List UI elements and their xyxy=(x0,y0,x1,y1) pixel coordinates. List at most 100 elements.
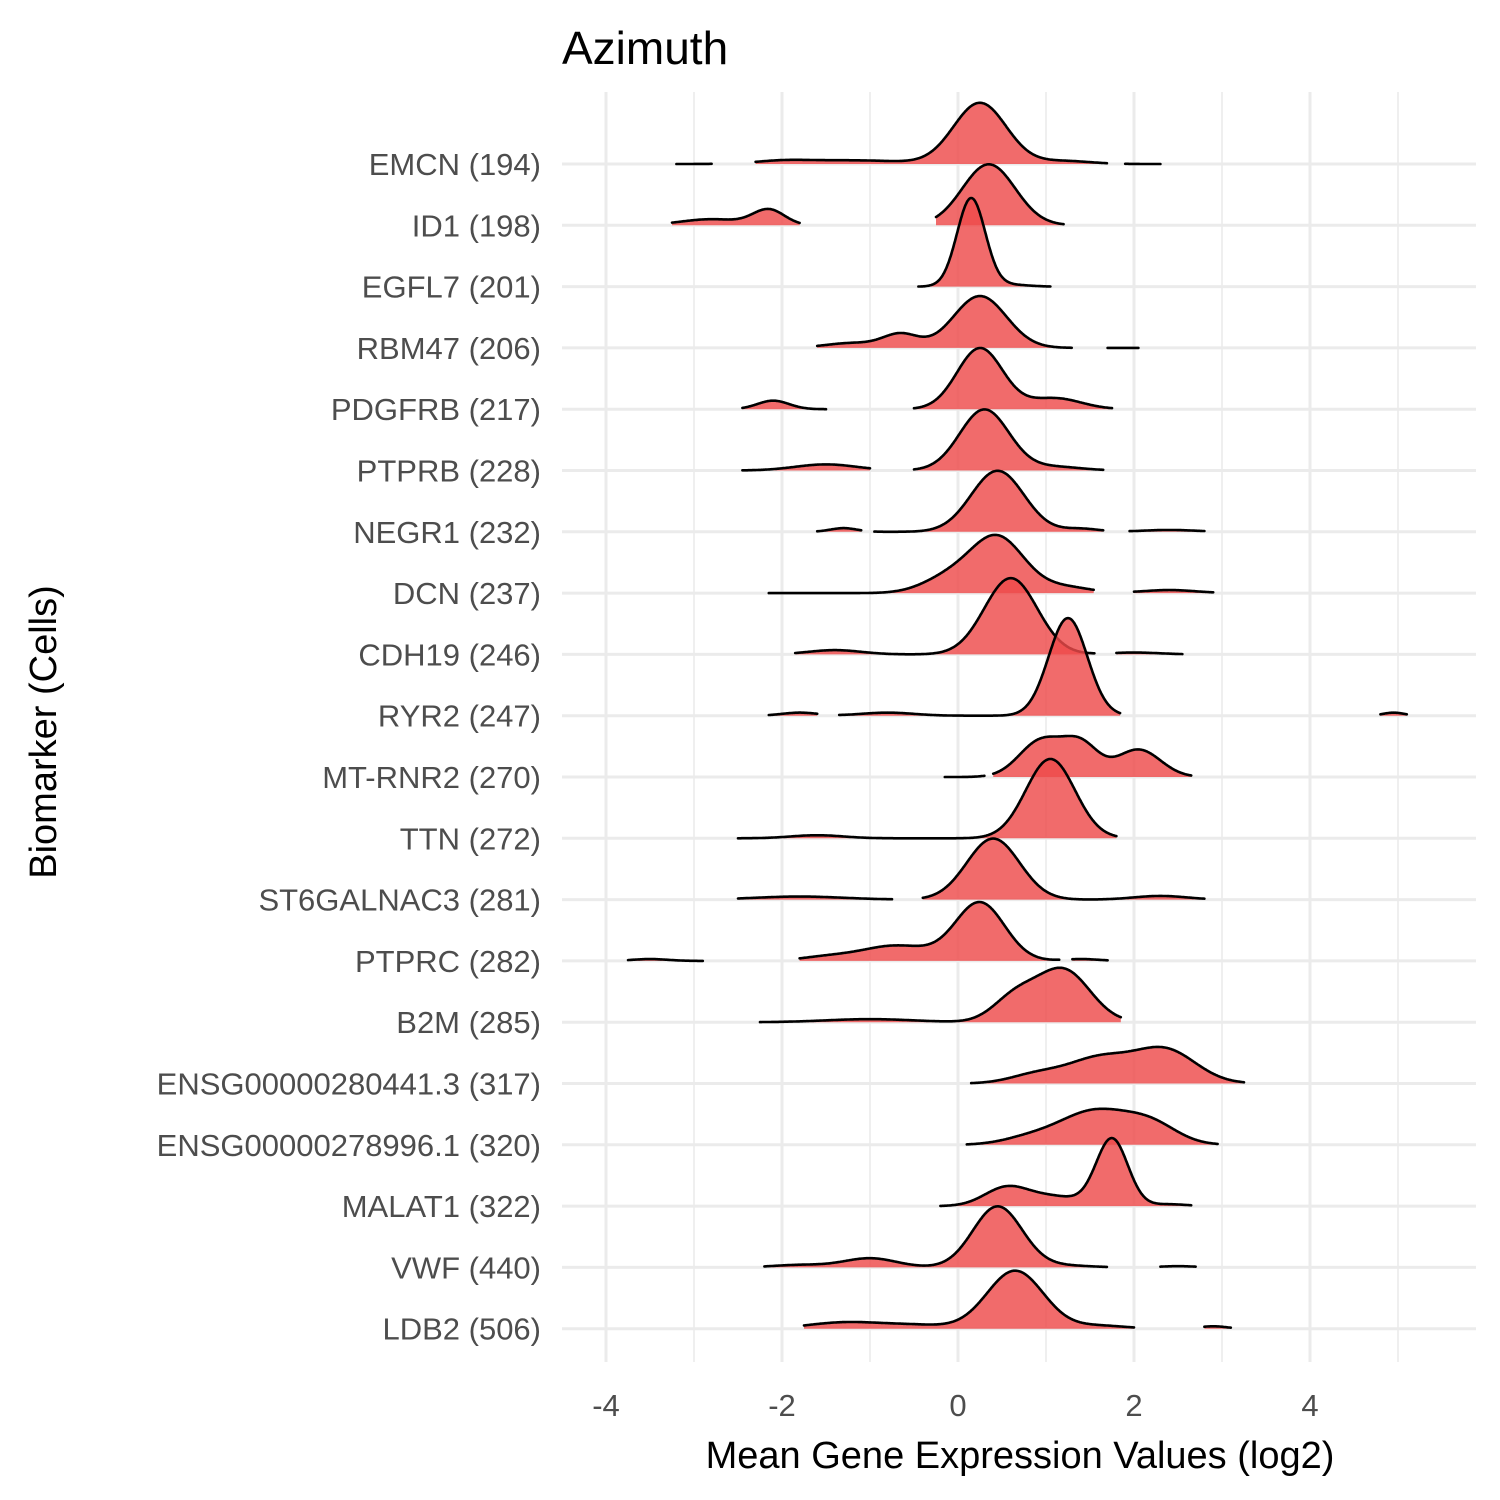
y-tick-label: B2M (285) xyxy=(396,1005,541,1040)
x-axis-title: Mean Gene Expression Values (log2) xyxy=(706,1435,1335,1477)
ridge-line xyxy=(1159,1264,1197,1268)
ridge-line xyxy=(1115,651,1184,656)
ridge-line xyxy=(921,837,1206,901)
ridge-area xyxy=(966,1108,1218,1145)
y-tick-label: VWF (440) xyxy=(391,1250,541,1285)
ridge-area xyxy=(918,198,1051,287)
ridge-area xyxy=(940,1138,1192,1207)
ridge-series xyxy=(767,533,1215,595)
y-tick-label: PTPRB (228) xyxy=(357,454,541,489)
ridge-line xyxy=(934,163,1065,226)
ridge-area xyxy=(764,1206,1107,1268)
ridge-line xyxy=(815,526,863,533)
ridge-area xyxy=(914,348,1112,410)
ridge-line xyxy=(767,711,819,717)
ridge-series xyxy=(802,1269,1233,1329)
ridge-area xyxy=(971,1046,1244,1084)
y-tick-label: EGFL7 (201) xyxy=(362,270,541,305)
ridge-line xyxy=(912,408,1105,472)
y-tick-label: LDB2 (506) xyxy=(382,1312,541,1347)
y-tick-label: PDGFRB (217) xyxy=(331,392,541,427)
ridge-area xyxy=(817,296,1072,348)
ridge-line xyxy=(1203,1325,1233,1329)
y-tick-label: TTN (272) xyxy=(400,821,541,856)
ridge-line xyxy=(626,957,705,963)
ridge-series xyxy=(758,966,1123,1024)
x-tick-label: 4 xyxy=(1301,1388,1318,1423)
ridge-series xyxy=(736,837,1206,901)
y-tick-label: ENSG00000278996.1 (320) xyxy=(157,1128,541,1163)
ridge-area xyxy=(799,902,1060,961)
ridge-line xyxy=(670,207,801,225)
ridge-area xyxy=(993,736,1192,777)
ridge-line xyxy=(758,966,1123,1024)
ridge-area xyxy=(738,759,1117,839)
ridge-area xyxy=(922,838,1205,900)
y-tick-labels: EMCN (194) ID1 (198) EGFL7 (201) RBM47 (206… xyxy=(157,147,541,1347)
ridge-line xyxy=(939,1136,1193,1208)
ridge-series xyxy=(793,576,1184,656)
ridge-series xyxy=(741,346,1114,411)
ridge-line xyxy=(873,469,1105,534)
ridge-series xyxy=(767,616,1409,717)
y-tick-label: MT-RNR2 (270) xyxy=(322,760,541,795)
ridge-line xyxy=(837,616,1122,717)
ridge-area xyxy=(755,102,1107,164)
ridge-line xyxy=(763,1205,1109,1269)
ridge-line xyxy=(1132,588,1215,594)
x-tick-label: 2 xyxy=(1125,1388,1142,1423)
y-tick-label: ID1 (198) xyxy=(412,208,541,243)
ridge-series xyxy=(815,469,1206,534)
ridge-area xyxy=(795,578,1095,655)
y-tick-label: RBM47 (206) xyxy=(357,331,541,366)
y-tick-label: ST6GALNAC3 (281) xyxy=(258,883,541,918)
ridge-series xyxy=(815,294,1140,350)
ridge-line xyxy=(1379,711,1409,716)
y-tick-label: NEGR1 (232) xyxy=(353,515,541,550)
ridge-area xyxy=(914,409,1104,471)
y-tick-label: EMCN (194) xyxy=(369,147,541,182)
ridge-line xyxy=(1128,528,1206,533)
ridge-series xyxy=(965,1107,1219,1146)
ridge-line xyxy=(736,757,1118,840)
x-tick-labels: -4 -2 0 2 4 xyxy=(592,1388,1318,1423)
ridge-series xyxy=(969,1045,1246,1085)
ridge-line xyxy=(793,576,1096,656)
ridge-series xyxy=(626,101,1409,1329)
y-tick-label: MALAT1 (322) xyxy=(342,1189,541,1224)
ridge-area xyxy=(936,164,1064,226)
ridge-line xyxy=(802,1269,1136,1329)
x-tick-label: -2 xyxy=(768,1388,796,1423)
y-tick-label: PTPRC (282) xyxy=(355,944,541,979)
y-tick-label: DCN (237) xyxy=(393,576,541,611)
ridge-line xyxy=(912,346,1114,410)
ridge-series xyxy=(670,163,1065,226)
ridge-line xyxy=(798,900,1061,961)
ridge-series xyxy=(675,101,1162,166)
ridge-line xyxy=(969,1045,1246,1085)
ridge-series xyxy=(736,757,1118,840)
ridge-line xyxy=(754,101,1109,165)
ridge-area xyxy=(760,967,1121,1023)
ridge-series xyxy=(626,900,1109,963)
ridge-area xyxy=(874,470,1104,532)
ridge-area xyxy=(839,618,1121,716)
ridge-line xyxy=(1071,957,1109,962)
ridge-line xyxy=(815,294,1073,350)
ridge-line xyxy=(917,196,1052,288)
x-tick-label: -4 xyxy=(592,1388,620,1423)
ridge-line xyxy=(767,533,1095,595)
ridge-series xyxy=(917,196,1052,288)
chart-title: Azimuth xyxy=(562,22,728,74)
y-tick-label: ENSG00000280441.3 (317) xyxy=(157,1067,541,1102)
ridge-line xyxy=(736,895,894,901)
ridge-series xyxy=(763,1205,1197,1269)
y-axis-title: Biomarker (Cells) xyxy=(23,585,65,878)
ridge-series xyxy=(939,1136,1193,1208)
ridge-area xyxy=(768,534,1094,594)
ridge-line xyxy=(741,463,872,472)
ridge-series xyxy=(741,408,1105,472)
ridge-series xyxy=(943,734,1193,779)
ridge-line xyxy=(991,734,1193,777)
